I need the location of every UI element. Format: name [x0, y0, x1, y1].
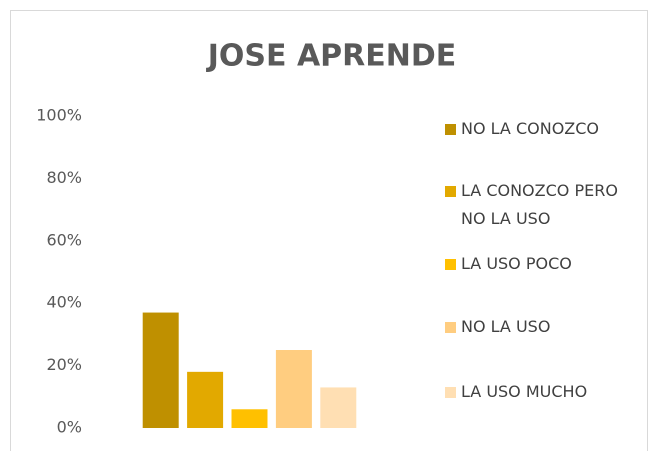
legend-swatch: [445, 259, 456, 270]
legend-label: LA USO POCO: [461, 254, 572, 273]
bar: [320, 387, 357, 428]
legend-item: LA CONOZCO PERO NO LA USO: [445, 177, 645, 233]
legend-label: NO LA CONOZCO: [461, 119, 600, 138]
bar: [142, 312, 179, 428]
legend-swatch: [445, 322, 456, 333]
legend-swatch: [445, 387, 456, 398]
legend-swatch: [445, 124, 456, 135]
legend-label: NO LA USO: [461, 317, 551, 336]
y-tick-label: 20%: [46, 355, 82, 374]
chart-border: [10, 10, 648, 451]
chart-title: JOSE APRENDE: [206, 39, 457, 74]
legend-label: LA USO MUCHO: [461, 382, 588, 401]
legend-item: NO LA USO: [445, 313, 645, 341]
y-tick-label: 60%: [46, 230, 82, 249]
bar: [231, 409, 268, 428]
y-tick-label: 100%: [36, 106, 82, 125]
legend-item: LA USO MUCHO: [445, 378, 645, 406]
y-tick-label: 40%: [46, 293, 82, 312]
bar: [275, 350, 312, 428]
legend-swatch: [445, 186, 456, 197]
legend-label: LA CONOZCO PERO NO LA USO: [461, 181, 618, 228]
y-tick-label: 80%: [46, 168, 82, 187]
legend-item: NO LA CONOZCO: [445, 115, 645, 143]
legend-item: LA USO POCO: [445, 250, 645, 278]
y-tick-label: 0%: [57, 418, 82, 437]
bar: [187, 371, 224, 428]
